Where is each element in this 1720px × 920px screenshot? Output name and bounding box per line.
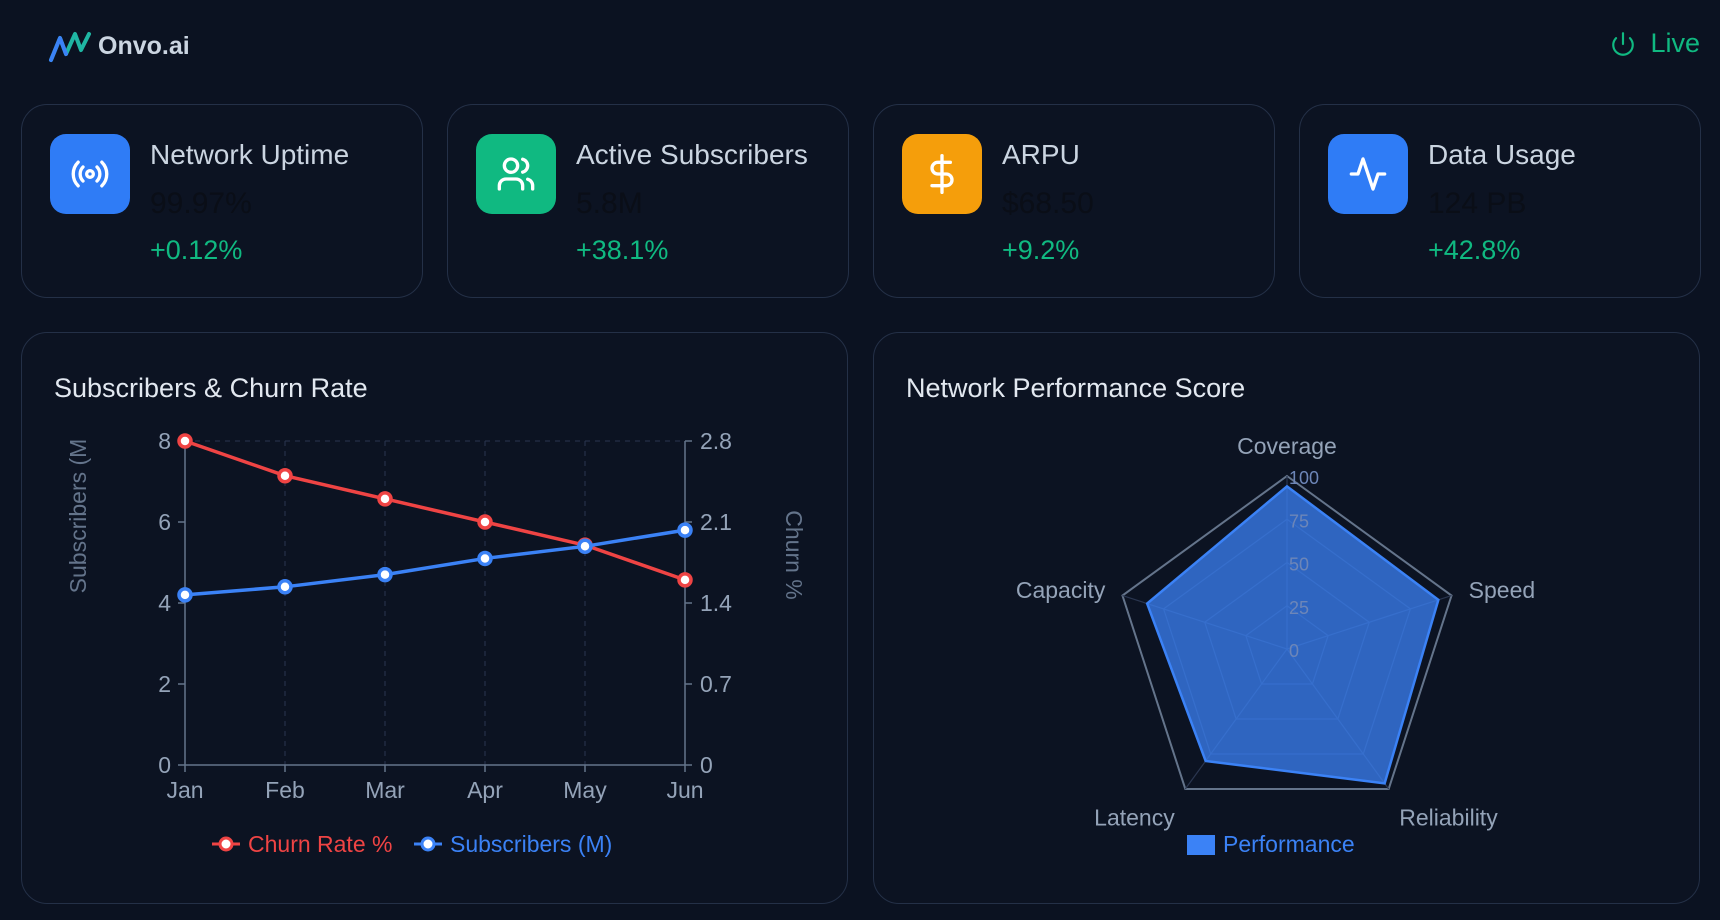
kpi-title: Active Subscribers <box>576 139 808 170</box>
radar-axis-label: Coverage <box>1237 433 1337 459</box>
x-tick-label: May <box>563 777 607 803</box>
legend-swatch-marker <box>420 836 436 852</box>
data-point-subscribers-m <box>277 579 293 595</box>
kpi-icon-box <box>1328 134 1408 214</box>
radar-tick-label: 50 <box>1289 555 1309 575</box>
y-tick-label-right: 2.8 <box>700 428 732 454</box>
data-point-churn-rate <box>377 491 393 507</box>
kpi-title: Network Uptime <box>150 139 350 170</box>
radar-axis-label: Reliability <box>1399 805 1498 831</box>
subscribers-churn-panel: Subscribers & Churn Rate 0 2 4 6 8 0 0.7 1.4 2.1… <box>21 332 848 904</box>
y-axis-title-right: Churn % <box>781 510 807 599</box>
radar-tick-label: 0 <box>1289 641 1299 661</box>
y-tick-label-right: 0.7 <box>700 671 732 697</box>
radar-tick-label: 100 <box>1289 468 1319 488</box>
y-tick-label-left: 6 <box>158 509 171 535</box>
x-tick-label: Jun <box>666 777 703 803</box>
legend-label: Performance <box>1223 831 1355 857</box>
activity-icon <box>1349 157 1387 191</box>
users-icon <box>497 157 535 191</box>
kpi-value: $68.50 <box>1002 187 1094 220</box>
brand-logo[interactable]: Onvo.ai <box>48 28 190 64</box>
kpi-card-network-uptime[interactable]: Network Uptime 99.97% +0.12% <box>21 104 423 298</box>
data-point-churn-rate <box>477 514 493 530</box>
y-tick-label-left: 0 <box>158 752 171 778</box>
kpi-delta: +0.12% <box>150 235 243 265</box>
radar-series-area <box>1145 484 1440 785</box>
panel-title: Network Performance Score <box>906 373 1246 403</box>
x-tick-label: Apr <box>467 777 503 803</box>
data-point-subscribers-m <box>577 538 593 555</box>
broadcast-icon <box>71 160 109 188</box>
kpi-value: 99.97% <box>150 187 252 220</box>
kpi-card-active-subscribers[interactable]: Active Subscribers 5.8M +38.1% <box>447 104 849 298</box>
data-point-subscribers-m <box>477 550 493 567</box>
y-tick-label-right: 2.1 <box>700 509 732 535</box>
legend-label: Churn Rate % <box>248 831 392 857</box>
y-tick-label-right: 1.4 <box>700 590 732 616</box>
kpi-card-data-usage[interactable]: Data Usage 124 PB +42.8% <box>1299 104 1701 298</box>
kpi-value: 5.8M <box>576 187 643 220</box>
y-tick-label-right: 0 <box>700 752 713 778</box>
onvo-logo-icon <box>49 32 91 62</box>
network-performance-radar: 0 25 50 75 100 Coverage Speed Reliability Latenc… <box>1016 433 1536 857</box>
y-axis-title-left: Subscribers (M <box>65 439 91 594</box>
data-point-subscribers-m <box>677 522 693 538</box>
kpi-card-arpu[interactable]: ARPU $68.50 +9.2% <box>873 104 1275 298</box>
radar-tick-label: 25 <box>1289 598 1309 618</box>
subscribers-churn-chart: 0 2 4 6 8 0 0.7 1.4 2.1 2.8 Jan Feb Mar Apr May Jun Subs… <box>65 428 807 857</box>
kpi-delta: +9.2% <box>1002 235 1080 265</box>
top-bar: Onvo.ai Live <box>0 0 1720 90</box>
kpi-title: ARPU <box>1002 139 1080 170</box>
kpi-delta: +42.8% <box>1428 235 1521 265</box>
x-tick-label: Mar <box>365 777 405 803</box>
data-point-churn-rate <box>177 433 193 449</box>
brand-name: Onvo.ai <box>98 31 190 60</box>
data-point-churn-rate <box>677 572 693 588</box>
network-performance-panel: Network Performance Score 0 25 50 75 100 Cove… <box>873 332 1700 904</box>
data-point-churn-rate <box>277 467 293 484</box>
data-point-subscribers-m <box>377 566 393 583</box>
kpi-delta: +38.1% <box>576 235 669 265</box>
series-line-subscribers-m <box>184 528 686 597</box>
power-icon <box>1612 31 1635 56</box>
kpi-value: 124 PB <box>1428 187 1527 220</box>
radar-axis-label: Speed <box>1469 577 1536 603</box>
kpi-icon-box <box>476 134 556 214</box>
dollar-icon <box>930 154 954 194</box>
panel-title: Subscribers & Churn Rate <box>54 373 368 403</box>
y-tick-label-left: 4 <box>158 590 171 616</box>
legend-item: Subscribers (M) <box>414 831 612 857</box>
x-tick-label: Jan <box>166 777 203 803</box>
legend-swatch <box>1187 835 1215 855</box>
legend-label: Subscribers (M) <box>450 831 612 857</box>
y-tick-label-left: 2 <box>158 671 171 697</box>
live-label: Live <box>1650 28 1700 58</box>
x-tick-label: Feb <box>265 777 305 803</box>
kpi-icon-box <box>902 134 982 214</box>
live-toggle[interactable]: Live <box>1610 28 1700 59</box>
kpi-icon-box <box>50 134 130 214</box>
kpi-title: Data Usage <box>1428 139 1576 170</box>
series-line-churn-rate <box>184 439 686 582</box>
data-point-subscribers-m <box>177 587 193 603</box>
radar-grid-ring <box>1121 474 1453 790</box>
radar-axis-label: Latency <box>1094 805 1175 831</box>
radar-axis-label: Capacity <box>1016 577 1106 603</box>
legend-swatch-marker <box>218 836 234 852</box>
legend-item: Churn Rate % <box>212 831 392 857</box>
y-tick-label-left: 8 <box>158 428 171 454</box>
radar-tick-label: 75 <box>1289 511 1309 531</box>
